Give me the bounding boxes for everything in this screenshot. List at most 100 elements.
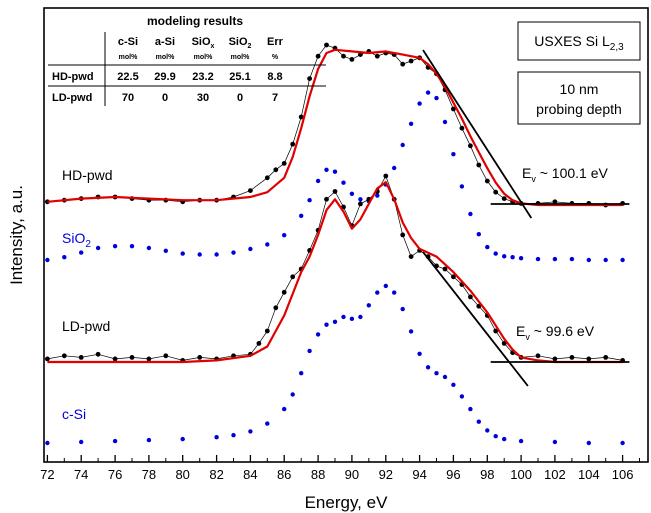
data-point xyxy=(146,437,152,443)
model-line xyxy=(47,181,623,364)
data-point xyxy=(112,438,118,444)
table-unit-err: % xyxy=(272,54,279,61)
data-point xyxy=(408,254,414,259)
data-point xyxy=(264,328,270,334)
data-point xyxy=(282,233,287,238)
data-point xyxy=(484,178,490,184)
data-point xyxy=(535,353,541,359)
series-label-hd-pwd: HD-pwd xyxy=(62,167,113,183)
table-cell: 29.9 xyxy=(154,71,175,83)
data-point xyxy=(146,356,152,362)
data-point xyxy=(324,167,329,172)
x-tick-label: 88 xyxy=(311,467,325,482)
data-point xyxy=(315,332,321,337)
data-point xyxy=(95,245,101,251)
data-point xyxy=(349,316,355,321)
data-point xyxy=(552,256,558,262)
data-point xyxy=(231,250,236,255)
table-col-c-si: c-Si xyxy=(118,36,138,48)
depth-box xyxy=(517,71,641,125)
data-point xyxy=(459,394,465,399)
data-point xyxy=(358,197,363,202)
data-point xyxy=(307,198,312,203)
x-tick-label: 78 xyxy=(142,467,156,482)
edge-layer xyxy=(422,49,630,387)
x-tick-label: 72 xyxy=(40,467,54,482)
data-point xyxy=(307,348,312,354)
data-point xyxy=(112,356,118,362)
data-point xyxy=(281,161,287,166)
series-labels: HD-pwd SiO2 LD-pwd c-Si xyxy=(62,167,113,422)
data-point xyxy=(620,440,625,446)
depth-box-line1: 10 nm xyxy=(560,81,599,97)
title-box xyxy=(517,21,641,61)
data-point xyxy=(518,438,524,444)
data-point xyxy=(510,255,515,260)
series-hd-pwd xyxy=(45,42,625,208)
x-tick-label: 100 xyxy=(510,467,532,482)
data-point xyxy=(569,256,575,262)
data-point xyxy=(552,439,558,445)
data-point xyxy=(485,244,490,250)
table-row-label-hd: HD-pwd xyxy=(52,71,94,83)
data-point xyxy=(265,421,270,426)
series-sio2 xyxy=(45,90,625,263)
data-point xyxy=(476,162,482,168)
data-point xyxy=(552,199,558,205)
data-point xyxy=(468,406,473,412)
x-tick-label: 96 xyxy=(446,467,460,482)
series-label-ld-pwd: LD-pwd xyxy=(62,318,110,334)
x-tick-label: 102 xyxy=(544,467,566,482)
table-cell: 8.8 xyxy=(267,71,282,83)
edge-slope-line xyxy=(422,251,529,387)
data-point xyxy=(366,303,371,308)
data-point xyxy=(79,439,84,445)
data-point xyxy=(493,434,498,439)
data-point xyxy=(129,355,135,360)
series-layer xyxy=(45,42,625,446)
data-point xyxy=(375,193,380,198)
data-point xyxy=(383,283,388,289)
data-point xyxy=(620,257,625,263)
x-tick-label: 92 xyxy=(379,467,393,482)
data-point xyxy=(459,125,465,131)
data-point xyxy=(535,256,541,262)
note-boxes: USXES Si L2,3 10 nm probing depth xyxy=(517,21,641,125)
data-point xyxy=(62,255,67,260)
series-ld-pwd-model xyxy=(47,181,623,364)
edge-label-hd: Ev ~ 100.1 eV xyxy=(522,165,609,184)
series-hd-pwd-model xyxy=(47,48,623,207)
edge-slope-line xyxy=(422,49,533,219)
data-point xyxy=(298,114,304,120)
data-point xyxy=(45,356,50,362)
data-point xyxy=(425,90,431,95)
data-point xyxy=(324,322,329,327)
table-cell: 23.2 xyxy=(192,71,213,83)
data-point xyxy=(459,184,465,189)
x-axis-label: Energy, eV xyxy=(305,493,389,512)
x-tick-label: 98 xyxy=(480,467,494,482)
data-point xyxy=(451,106,456,112)
table-col-a-si: a-Si xyxy=(155,36,175,48)
data-point xyxy=(256,341,262,346)
table-unit-sio2: mol% xyxy=(231,54,250,61)
x-tick-label: 84 xyxy=(243,467,257,482)
data-point xyxy=(392,165,397,171)
data-point xyxy=(417,101,422,106)
table-cell: 0 xyxy=(162,92,168,104)
data-point xyxy=(273,167,279,173)
data-point xyxy=(281,289,287,295)
data-point xyxy=(214,252,219,257)
data-point xyxy=(493,328,499,334)
data-point xyxy=(341,180,346,185)
x-tick-label: 74 xyxy=(74,467,88,482)
data-point xyxy=(197,355,203,360)
data-point xyxy=(324,196,329,202)
data-point xyxy=(79,250,84,255)
data-point xyxy=(248,246,253,252)
data-point xyxy=(493,189,499,195)
data-point xyxy=(146,245,152,251)
table-cell: 0 xyxy=(237,92,243,104)
plot-frame xyxy=(43,7,649,463)
table-cell: 30 xyxy=(197,92,209,104)
